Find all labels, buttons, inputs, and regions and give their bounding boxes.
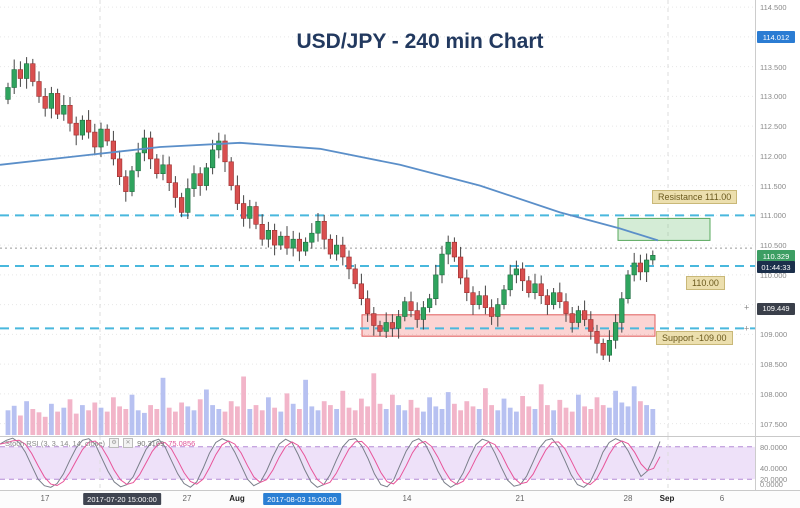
indicator-close-icon[interactable]: ✕	[123, 438, 134, 448]
price-axis-label: 108.500	[760, 360, 788, 370]
stoch-axis-label: 40.0000	[760, 464, 788, 474]
candlesticks	[5, 57, 656, 362]
stoch-axis-label: 80.0000	[760, 442, 788, 452]
stoch-d-value: 75.0856	[168, 438, 196, 448]
resistance-zone	[617, 217, 711, 241]
time-axis-label: Aug	[229, 494, 245, 503]
stoch-axis-label: 20.0000	[760, 475, 788, 485]
volume-bars	[5, 373, 656, 436]
price-axis-label: 113.000	[760, 92, 787, 102]
time-axis-badge: 2017-07-20 15:00:00	[83, 493, 161, 505]
price-axis-label: 112.500	[760, 122, 787, 132]
stoch-rsi-label: Stoch RSI (3, 3, 14, 14, close)	[5, 438, 106, 448]
price-axis-badge: 114.012	[757, 31, 795, 44]
price-axis-label: 109.000	[760, 330, 788, 340]
support-zone	[361, 314, 656, 337]
time-axis-label: Sep	[659, 494, 675, 503]
time-axis-label: 14	[402, 494, 412, 503]
price-axis-badge: 110.329	[757, 250, 795, 263]
price-chart-canvas[interactable]: ++	[0, 0, 755, 436]
stoch-rsi-legend: Stoch RSI (3, 3, 14, 14, close) ⚙ ✕ 90.3…	[5, 438, 195, 448]
time-axis[interactable]: 17 2017-07-20 15:00:00 27 Aug 2017-08-03 15:…	[0, 491, 800, 508]
time-axis-label: 6	[719, 494, 725, 503]
time-axis-label: 28	[623, 494, 633, 503]
moving-average-line	[0, 141, 659, 242]
stoch-rsi-panel-canvas[interactable]	[0, 436, 755, 490]
price-axis-label: 110.500	[760, 241, 787, 251]
time-axis-badge: 2017-08-03 15:00:00	[263, 493, 341, 505]
mid-level-label[interactable]: 110.00	[686, 276, 725, 290]
time-axis-label: 27	[182, 494, 192, 503]
svg-text:+: +	[744, 323, 749, 333]
axis-border	[755, 0, 756, 490]
time-axis-label: 21	[515, 494, 525, 503]
price-axis-badge: 109.449	[757, 302, 795, 315]
axis-divider	[0, 490, 800, 491]
time-axis-label: 17	[40, 494, 50, 503]
svg-text:+: +	[744, 303, 749, 313]
indicator-settings-icon[interactable]: ⚙	[109, 438, 120, 448]
panel-divider	[0, 436, 800, 437]
support-label[interactable]: Support -109.00	[656, 331, 733, 345]
price-axis-label: 112.000	[760, 151, 787, 161]
price-axis[interactable]: 114.500 113.500 113.000 112.500 112.000 111.5…	[756, 0, 800, 436]
resistance-label[interactable]: Resistance 111.00	[652, 190, 738, 204]
stoch-d-line	[0, 439, 661, 487]
stoch-axis-label: 0.0000	[760, 480, 783, 489]
price-axis-label: 111.500	[760, 181, 786, 191]
price-axis-label: 108.000	[760, 389, 788, 399]
price-axis-label: 107.500	[760, 419, 788, 429]
chart-title: USD/JPY - 240 min Chart	[296, 30, 544, 53]
stoch-k-value: 90.3169	[137, 438, 165, 448]
price-axis-badge: 01:44:33	[757, 261, 795, 273]
price-axis-label: 111.000	[760, 211, 786, 221]
stoch-axis[interactable]: 80.0000 40.0000 20.0000 0.0000	[756, 436, 800, 490]
price-axis-label: 114.500	[760, 3, 787, 13]
stoch-k-line	[0, 437, 661, 488]
price-axis-label: 113.500	[760, 62, 787, 72]
price-axis-label: 110.000	[760, 270, 787, 280]
